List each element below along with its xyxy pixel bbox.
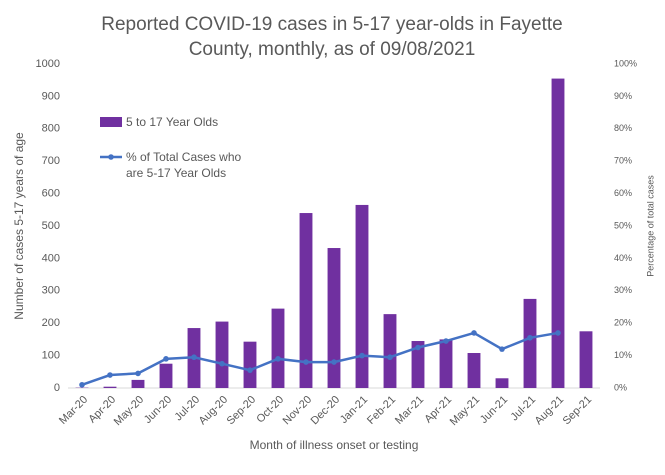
legend-swatch-marker <box>108 154 114 160</box>
line-marker <box>555 330 561 336</box>
y2-tick-label: 10% <box>614 350 632 360</box>
line-marker <box>135 370 141 377</box>
line-marker <box>303 359 309 365</box>
line-marker <box>219 360 225 367</box>
bar <box>355 204 369 388</box>
y2-tick-label: 40% <box>614 253 632 263</box>
x-tick-label: Jan-21 <box>338 394 370 426</box>
line <box>81 331 559 386</box>
line-marker <box>275 356 281 362</box>
x-tick-label: Mar-21 <box>393 394 426 427</box>
bar <box>103 386 117 388</box>
y-tick-label: 800 <box>42 123 60 135</box>
bar <box>495 378 509 388</box>
bar <box>131 379 145 388</box>
legend-item: % of Total Cases who are 5-17 Year Olds <box>126 150 242 180</box>
title-box: Reported COVID-19 cases in 5-17 year-old… <box>101 14 563 60</box>
x-tick-label: Jun-20 <box>142 394 174 426</box>
line-marker <box>163 356 169 362</box>
y2-tick-label: 30% <box>614 285 632 295</box>
x-tick-label: Mar-20 <box>57 394 90 427</box>
line-marker <box>387 354 393 361</box>
x-tick-label: Feb-21 <box>365 394 398 427</box>
x-axis-label: Month of illness onset or testing <box>250 438 419 452</box>
x-tick-label: Jun-21 <box>478 394 510 426</box>
legend-item: 5 to 17 Year Olds <box>126 115 219 129</box>
chart-title: Reported COVID-19 cases in 5-17 year-old… <box>101 14 563 60</box>
bar <box>299 213 313 388</box>
bar <box>159 363 173 388</box>
line-marker <box>359 352 365 359</box>
bar <box>271 308 285 388</box>
line-marker <box>471 330 477 336</box>
line-marker <box>415 344 421 351</box>
x-tick-label: Nov-20 <box>281 394 315 428</box>
line-marker <box>499 346 505 352</box>
y2-tick-label: 0% <box>614 382 627 392</box>
bar <box>383 314 397 388</box>
bar <box>411 341 425 388</box>
bar <box>523 298 537 388</box>
y2-tick-label: 60% <box>614 188 632 198</box>
line-marker <box>527 334 533 341</box>
bar <box>579 331 593 388</box>
bar <box>215 321 229 388</box>
y2-tick-label: 70% <box>614 156 632 166</box>
bar <box>551 78 565 388</box>
bar <box>439 339 453 388</box>
line-marker <box>331 359 337 365</box>
line-marker <box>443 338 449 344</box>
y2-tick-label: 90% <box>614 91 632 101</box>
x-tick-label: Dec-20 <box>309 394 343 428</box>
legend-label: 5 to 17 Year Olds <box>126 115 219 129</box>
x-tick-label: Sep-21 <box>561 394 595 428</box>
bar <box>467 353 481 388</box>
bar <box>243 341 257 388</box>
line-marker <box>79 381 85 388</box>
line-marker <box>107 372 113 378</box>
y-tick-label: 500 <box>42 220 60 232</box>
y-tick-label: 1000 <box>36 58 60 70</box>
line-marker <box>191 354 197 361</box>
y-tick-label: 400 <box>42 252 60 264</box>
x-tick-label: May-20 <box>112 394 146 428</box>
y-tick-label: 900 <box>42 90 60 102</box>
line-marker <box>247 367 253 373</box>
y-tick-label: 300 <box>42 285 60 297</box>
y-tick-label: 700 <box>42 155 60 167</box>
y-axis-label: Number of cases 5-17 years of age <box>12 132 26 320</box>
legend-label: % of Total Cases who are 5-17 Year Olds <box>126 150 242 180</box>
x-tick-label: May-21 <box>448 394 482 428</box>
y-tick-label: 200 <box>42 317 60 329</box>
y-tick-label: 600 <box>42 188 60 200</box>
y2-tick-label: 50% <box>614 220 632 230</box>
y-tick-label: 100 <box>42 350 60 362</box>
y-tick-label: 0 <box>54 382 60 394</box>
x-tick-label: Sep-20 <box>225 394 259 428</box>
legend-swatch <box>100 117 122 127</box>
y2-tick-label: 20% <box>614 318 632 328</box>
x-tick-label: Aug-21 <box>533 394 567 428</box>
x-tick-label: Aug-20 <box>197 394 231 428</box>
y2-axis-label: Percentage of total cases <box>645 175 655 277</box>
bar <box>327 248 341 388</box>
y2-tick-label: 80% <box>614 123 632 133</box>
y2-tick-label: 100% <box>614 58 637 68</box>
